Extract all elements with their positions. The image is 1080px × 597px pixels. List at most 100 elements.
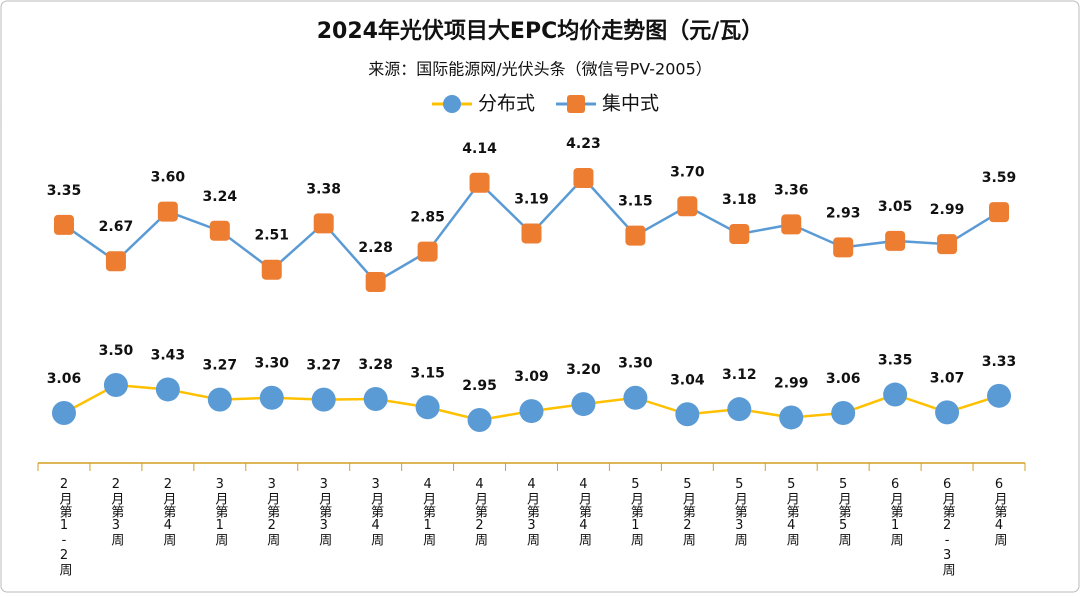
data-label: 3.09 bbox=[514, 369, 549, 385]
point bbox=[937, 234, 958, 255]
point bbox=[883, 382, 908, 407]
data-label: 2.28 bbox=[358, 240, 393, 256]
data-label: 3.12 bbox=[722, 367, 757, 383]
data-label: 3.05 bbox=[878, 199, 913, 215]
data-label: 3.20 bbox=[566, 362, 601, 378]
point bbox=[469, 172, 490, 193]
x-tick-label: 2月第3周 bbox=[108, 477, 124, 547]
data-label: 4.14 bbox=[462, 141, 497, 157]
data-label: 2.99 bbox=[774, 375, 809, 391]
x-tick-label: 4月第3周 bbox=[524, 477, 540, 547]
point bbox=[781, 214, 802, 235]
point bbox=[989, 202, 1010, 223]
point bbox=[207, 387, 232, 412]
data-label: 2.95 bbox=[462, 378, 497, 394]
x-tick-label: 5月第4周 bbox=[784, 477, 800, 547]
x-tick-label: 3月第3周 bbox=[316, 477, 332, 547]
data-label: 3.19 bbox=[514, 191, 549, 207]
point bbox=[417, 241, 438, 262]
point bbox=[885, 230, 906, 251]
x-tick-label: 6月第2-3周 bbox=[940, 477, 956, 577]
point bbox=[157, 201, 178, 222]
data-label: 3.04 bbox=[670, 372, 705, 388]
data-label: 3.30 bbox=[618, 356, 653, 372]
point bbox=[261, 259, 282, 280]
x-tick-label: 4月第2周 bbox=[472, 477, 488, 547]
point bbox=[727, 397, 752, 422]
point bbox=[103, 373, 128, 397]
data-label: 2.99 bbox=[930, 202, 965, 218]
point bbox=[677, 196, 698, 217]
x-tick-label: 6月第4周 bbox=[992, 477, 1008, 547]
data-label: 2.67 bbox=[99, 219, 134, 235]
data-label: 3.06 bbox=[47, 371, 82, 387]
x-tick-label: 5月第1周 bbox=[628, 477, 644, 547]
point bbox=[935, 400, 960, 425]
point bbox=[571, 392, 596, 417]
x-tick-label: 4月第4周 bbox=[576, 477, 592, 547]
point bbox=[779, 405, 804, 430]
point bbox=[467, 408, 492, 432]
point bbox=[675, 402, 700, 427]
x-tick-label: 3月第2周 bbox=[264, 477, 280, 547]
point bbox=[105, 251, 126, 272]
x-tick-label: 2月第4周 bbox=[160, 477, 176, 547]
data-label: 3.70 bbox=[670, 164, 705, 180]
point bbox=[521, 223, 542, 244]
legend-label: 集中式 bbox=[602, 93, 659, 115]
data-label: 3.59 bbox=[982, 170, 1017, 186]
point bbox=[365, 272, 386, 292]
x-tick-label: 5月第5周 bbox=[836, 477, 852, 547]
data-label: 3.60 bbox=[151, 170, 186, 186]
point bbox=[519, 399, 544, 424]
data-label: 3.43 bbox=[151, 347, 186, 363]
data-label: 3.30 bbox=[254, 356, 289, 372]
x-tick-label: 4月第1周 bbox=[420, 477, 436, 547]
data-label: 3.15 bbox=[410, 365, 445, 381]
point bbox=[987, 383, 1012, 408]
x-tick-label: 2月第1-2周 bbox=[56, 477, 71, 577]
data-label: 3.33 bbox=[982, 354, 1017, 370]
data-label: 3.50 bbox=[99, 343, 134, 359]
data-label: 3.35 bbox=[878, 353, 913, 369]
data-label: 3.38 bbox=[306, 181, 341, 197]
x-tick-label: 6月第1周 bbox=[888, 477, 904, 547]
point bbox=[311, 387, 336, 412]
data-label: 2.51 bbox=[254, 228, 289, 244]
point bbox=[729, 224, 750, 244]
point bbox=[51, 401, 76, 425]
point bbox=[833, 237, 854, 258]
point bbox=[209, 220, 230, 241]
data-label: 4.23 bbox=[566, 136, 601, 152]
data-label: 3.15 bbox=[618, 194, 653, 210]
data-label: 3.24 bbox=[203, 189, 238, 205]
point bbox=[831, 401, 856, 425]
data-label: 3.27 bbox=[306, 358, 341, 374]
chart-title: 2024年光伏项目大EPC均价走势图（元/瓦） bbox=[317, 18, 764, 44]
point bbox=[259, 385, 284, 410]
x-tick-label: 5月第2周 bbox=[680, 477, 696, 547]
data-label: 3.27 bbox=[203, 358, 238, 374]
x-tick-label: 3月第1周 bbox=[212, 477, 228, 547]
data-label: 3.28 bbox=[358, 357, 393, 373]
point bbox=[573, 168, 594, 188]
legend-label: 分布式 bbox=[478, 93, 535, 115]
chart-subtitle: 来源：国际能源网/光伏头条（微信号PV-2005） bbox=[368, 60, 712, 79]
legend-marker bbox=[567, 95, 585, 113]
point bbox=[623, 385, 648, 410]
point bbox=[363, 387, 388, 411]
data-label: 2.93 bbox=[826, 205, 861, 221]
point bbox=[313, 213, 334, 234]
data-label: 3.07 bbox=[930, 370, 965, 386]
data-label: 3.35 bbox=[47, 183, 82, 199]
data-label: 2.85 bbox=[410, 210, 445, 226]
point bbox=[415, 395, 440, 420]
point bbox=[625, 225, 646, 246]
data-label: 3.36 bbox=[774, 182, 809, 198]
data-label: 3.18 bbox=[722, 192, 757, 208]
point bbox=[155, 377, 180, 402]
x-tick-label: 5月第3周 bbox=[732, 477, 748, 547]
x-tick-label: 3月第4周 bbox=[368, 477, 384, 547]
